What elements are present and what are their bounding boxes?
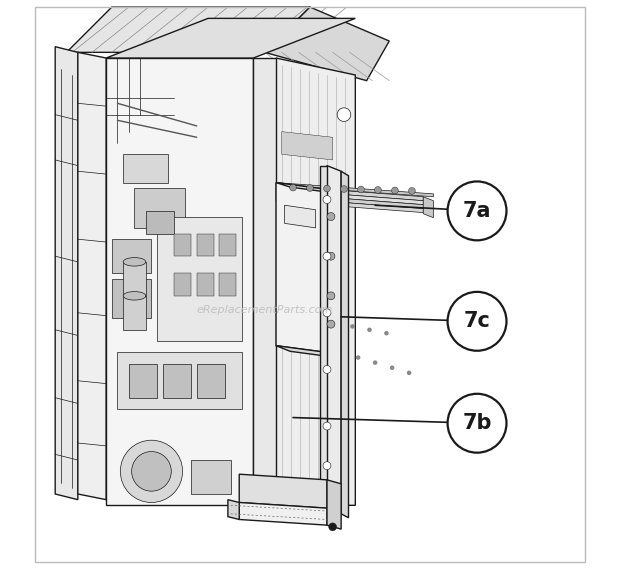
Text: 7b: 7b [463, 413, 492, 433]
Circle shape [307, 185, 313, 191]
Polygon shape [174, 273, 191, 296]
Circle shape [131, 452, 171, 491]
Circle shape [324, 185, 330, 192]
Ellipse shape [123, 258, 146, 266]
Polygon shape [197, 273, 214, 296]
Polygon shape [135, 188, 185, 228]
Polygon shape [281, 324, 333, 352]
Polygon shape [123, 296, 146, 330]
Circle shape [327, 292, 335, 300]
Polygon shape [281, 200, 333, 228]
Ellipse shape [123, 291, 146, 300]
Circle shape [323, 309, 331, 317]
Circle shape [329, 523, 337, 531]
Circle shape [384, 331, 389, 336]
Circle shape [323, 252, 331, 260]
Polygon shape [320, 166, 327, 508]
Polygon shape [276, 183, 433, 197]
Polygon shape [276, 58, 355, 505]
Text: 7c: 7c [464, 311, 490, 331]
Circle shape [323, 422, 331, 430]
Polygon shape [123, 154, 169, 183]
Circle shape [409, 188, 415, 194]
Polygon shape [66, 7, 310, 52]
Polygon shape [112, 279, 151, 319]
Circle shape [323, 461, 331, 469]
Circle shape [290, 184, 296, 191]
Polygon shape [276, 197, 423, 213]
Circle shape [373, 360, 378, 365]
Polygon shape [341, 171, 348, 518]
Circle shape [337, 108, 351, 121]
Circle shape [358, 186, 365, 193]
Polygon shape [327, 166, 341, 514]
Polygon shape [285, 205, 316, 228]
Circle shape [323, 365, 331, 373]
Circle shape [448, 182, 507, 240]
Polygon shape [146, 211, 174, 233]
Polygon shape [276, 185, 423, 201]
Polygon shape [106, 18, 355, 58]
Circle shape [337, 193, 351, 207]
Polygon shape [129, 364, 157, 398]
Polygon shape [163, 364, 191, 398]
Polygon shape [55, 47, 78, 500]
Circle shape [367, 328, 372, 332]
Polygon shape [123, 262, 146, 296]
Polygon shape [327, 480, 341, 529]
Polygon shape [276, 183, 341, 194]
Circle shape [448, 394, 507, 453]
Polygon shape [219, 233, 236, 256]
Text: 7a: 7a [463, 201, 491, 221]
Polygon shape [228, 500, 239, 519]
Circle shape [327, 252, 335, 260]
Polygon shape [112, 239, 151, 273]
Circle shape [448, 292, 507, 351]
Polygon shape [265, 7, 389, 81]
Circle shape [356, 355, 360, 360]
Circle shape [390, 365, 394, 370]
Circle shape [327, 320, 335, 328]
Polygon shape [117, 352, 242, 409]
Polygon shape [197, 233, 214, 256]
Circle shape [407, 370, 411, 375]
Circle shape [340, 185, 347, 192]
Circle shape [327, 213, 335, 221]
Polygon shape [281, 267, 333, 296]
Text: eReplacementParts.com: eReplacementParts.com [197, 305, 333, 315]
Polygon shape [276, 345, 341, 358]
Polygon shape [191, 460, 231, 494]
Circle shape [392, 187, 398, 194]
Circle shape [120, 440, 183, 502]
Polygon shape [276, 193, 423, 209]
Polygon shape [327, 189, 341, 358]
Polygon shape [239, 474, 327, 508]
Circle shape [374, 187, 381, 193]
Polygon shape [174, 233, 191, 256]
Polygon shape [219, 273, 236, 296]
Polygon shape [423, 197, 433, 218]
Polygon shape [78, 52, 106, 500]
Circle shape [323, 196, 331, 204]
Polygon shape [197, 364, 225, 398]
Polygon shape [239, 502, 327, 525]
Polygon shape [106, 58, 254, 505]
Polygon shape [281, 131, 333, 160]
Circle shape [350, 324, 355, 329]
Polygon shape [254, 58, 276, 505]
Polygon shape [276, 183, 327, 352]
Polygon shape [157, 217, 242, 341]
Polygon shape [276, 189, 423, 205]
